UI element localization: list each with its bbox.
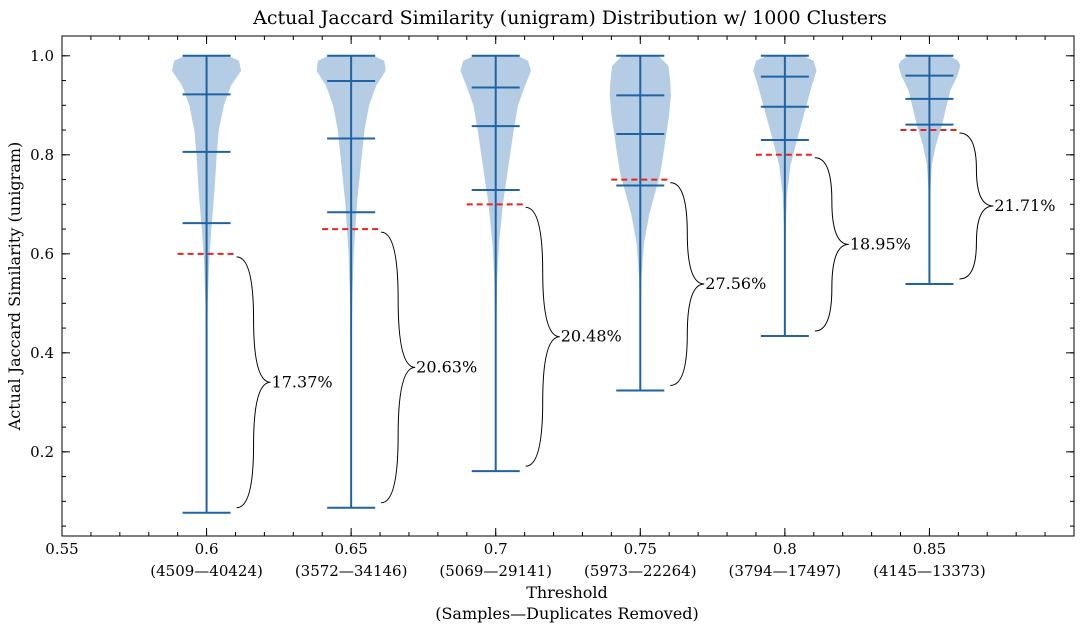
violin-2 [460, 54, 531, 473]
percentage-label-4: 18.95% [850, 234, 911, 253]
brace-1 [381, 231, 416, 504]
y-tick-label-1: 0.4 [30, 344, 54, 362]
y-axis-label: Actual Jaccard Similarity (unigram) [5, 142, 24, 432]
plot-frame [61, 35, 1075, 537]
brace-4 [814, 157, 849, 332]
percentage-label-2: 20.48% [561, 327, 622, 346]
violin-3 [609, 54, 671, 392]
x-tick-label-2: 0.65 [334, 540, 367, 558]
percentage-label-3: 27.56% [705, 274, 766, 293]
x-tick-sublabel-6: (4145—13373) [873, 562, 986, 580]
brace-0 [236, 256, 271, 509]
x-axis-label: Threshold [526, 583, 608, 602]
x-tick-label-5: 0.8 [773, 540, 797, 558]
y-tick-label-3: 0.8 [30, 146, 54, 164]
violin-4 [753, 54, 817, 337]
y-tick-label-2: 0.6 [30, 245, 54, 263]
x-tick-sublabel-4: (5973—22264) [584, 562, 697, 580]
axis-ticks-group: 0.55 0.6 (4509—40424) 0.65 (3572—34146) 0.7 (5… [30, 36, 1075, 580]
brace-5 [959, 132, 994, 280]
threshold-lines-group [177, 129, 959, 255]
x-tick-sublabel-1: (4509—40424) [150, 562, 263, 580]
violin-0 [172, 54, 242, 514]
x-tick-label-3: 0.7 [484, 540, 508, 558]
percentage-label-5: 21.71% [994, 196, 1055, 215]
x-tick-sublabel-5: (3794—17497) [729, 562, 842, 580]
percentage-label-1: 20.63% [416, 357, 477, 376]
x-tick-sublabel-3: (5069—29141) [439, 562, 552, 580]
brace-2 [525, 206, 560, 467]
brace-3 [670, 182, 705, 386]
percentage-label-0: 17.37% [272, 372, 333, 391]
x-axis-sublabel: (Samples—Duplicates Removed) [435, 604, 699, 623]
y-tick-label-4: 1.0 [30, 47, 54, 65]
x-tick-label-4: 0.75 [624, 540, 657, 558]
violin-5 [898, 54, 961, 286]
x-tick-sublabel-2: (3572—34146) [295, 562, 408, 580]
violins-group [172, 54, 961, 514]
x-tick-label-1: 0.6 [195, 540, 219, 558]
percentage-braces-group: 17.37% 20.63% 20.48% 27.56% 18.95% 21.71% [236, 132, 1055, 509]
x-tick-label-0: 0.55 [45, 540, 78, 558]
violin-1 [316, 54, 386, 509]
y-tick-label-0: 0.2 [30, 443, 54, 461]
chart-title: Actual Jaccard Similarity (unigram) Dist… [252, 7, 887, 29]
x-tick-label-6: 0.85 [913, 540, 946, 558]
